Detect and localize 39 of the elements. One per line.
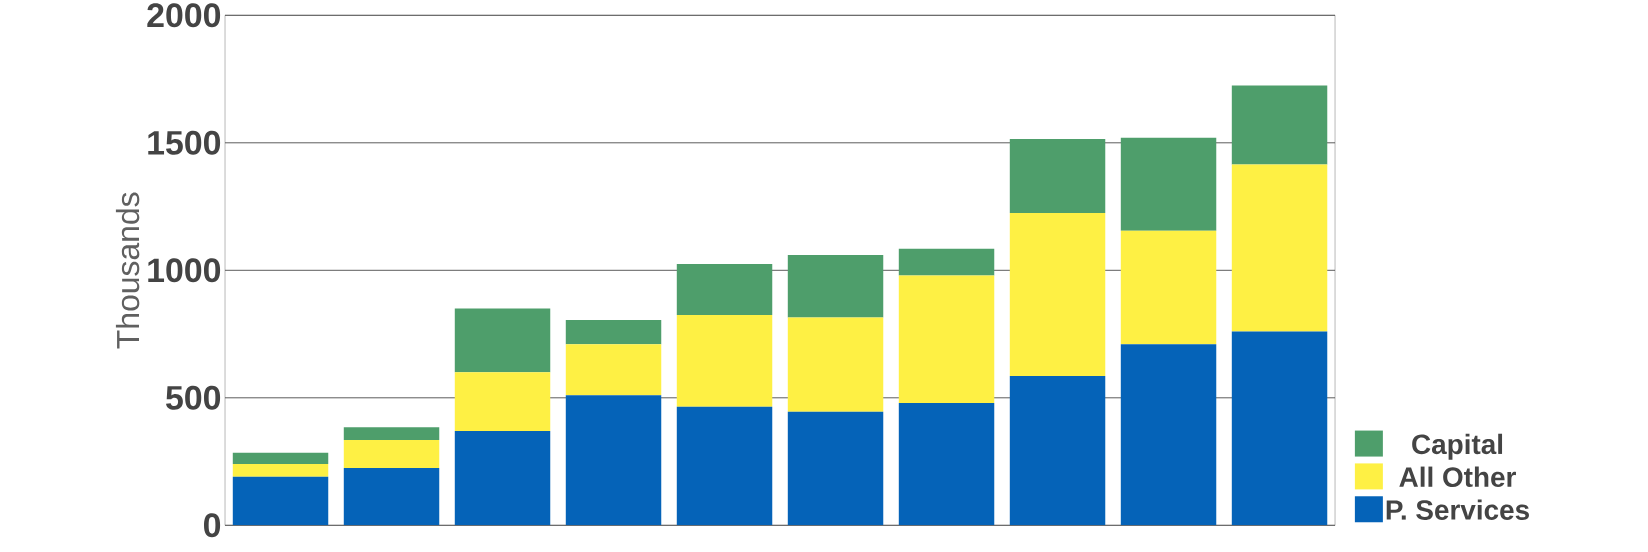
bar	[676, 314, 773, 407]
bar	[1120, 137, 1217, 231]
bar	[565, 344, 662, 396]
bar	[343, 426, 440, 440]
bar	[1009, 138, 1106, 213]
bar	[898, 248, 995, 276]
bar	[454, 308, 551, 373]
bar	[787, 254, 884, 318]
bar	[787, 317, 884, 412]
bar	[454, 430, 551, 526]
bar	[232, 452, 329, 464]
bar	[565, 319, 662, 345]
bar	[1009, 375, 1106, 526]
bar	[1120, 344, 1217, 526]
bar	[1231, 164, 1328, 332]
bar	[787, 411, 884, 526]
bar	[1009, 212, 1106, 376]
y-tick-label: 500	[166, 385, 221, 410]
y-tick-label: 2000	[147, 3, 221, 28]
bar	[676, 406, 773, 526]
bar	[232, 476, 329, 526]
bar	[565, 395, 662, 526]
y-tick-label: 0	[204, 513, 221, 538]
bar	[232, 463, 329, 477]
bar	[898, 402, 995, 526]
legend-label: P. Services	[1386, 499, 1529, 520]
bar	[454, 372, 551, 431]
legend-label: All Other	[1399, 466, 1516, 487]
bar	[1120, 230, 1217, 345]
bar	[898, 275, 995, 403]
bar	[1231, 85, 1328, 165]
bar	[343, 467, 440, 526]
bar	[1231, 331, 1328, 526]
bar	[343, 439, 440, 468]
y-tick-label: 1500	[148, 130, 221, 155]
legend-label: Capital	[1412, 433, 1503, 460]
bar	[676, 263, 773, 315]
y-axis-title: Thousands	[115, 192, 140, 349]
y-tick-label: 1000	[148, 258, 221, 283]
